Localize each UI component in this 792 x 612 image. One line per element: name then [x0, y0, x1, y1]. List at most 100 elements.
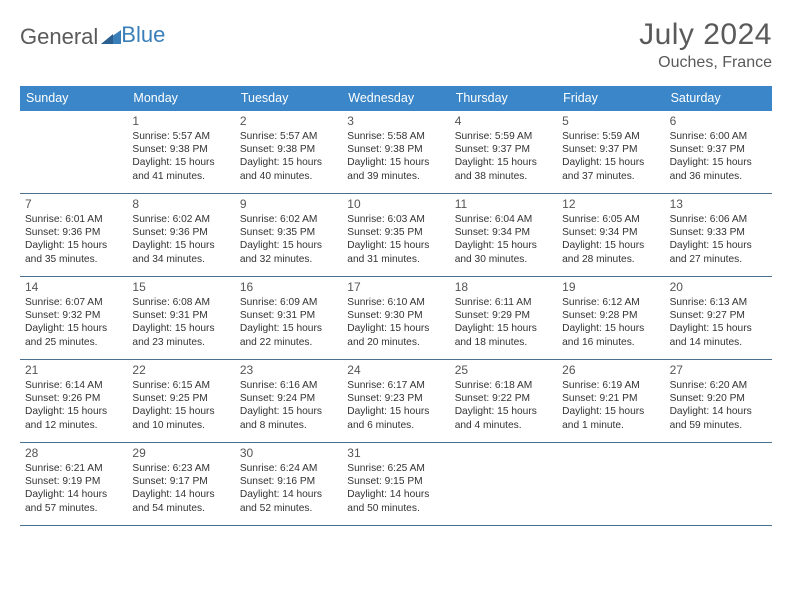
daylight-line: Daylight: 15 hours and 10 minutes. — [132, 405, 229, 431]
daylight-line: Daylight: 15 hours and 37 minutes. — [562, 156, 659, 182]
day-number: 21 — [25, 363, 122, 378]
sunrise-line: Sunrise: 6:21 AM — [25, 462, 122, 475]
sunrise-line: Sunrise: 6:08 AM — [132, 296, 229, 309]
day-number: 19 — [562, 280, 659, 295]
calendar-week: 21Sunrise: 6:14 AMSunset: 9:26 PM Dayligh… — [20, 360, 772, 443]
sunrise-line: Sunrise: 6:02 AM — [132, 213, 229, 226]
calendar-cell: 26Sunrise: 6:19 AMSunset: 9:21 PMDayligh… — [557, 360, 664, 442]
sunrise-line: Sunrise: 6:06 AM — [670, 213, 767, 226]
sunrise-line: Sunrise: 6:14 AM — [25, 379, 122, 392]
sunset-line: Sunset: 9:38 PM — [240, 143, 337, 156]
sunrise-line: Sunrise: 6:11 AM — [455, 296, 552, 309]
calendar-cell: 2Sunrise: 5:57 AMSunset: 9:38 PMDaylight… — [235, 111, 342, 193]
calendar-cell: 14Sunrise: 6:07 AMSunset: 9:32 PMDayligh… — [20, 277, 127, 359]
sunset-line: Sunset: 9:37 PM — [670, 143, 767, 156]
calendar-cell: 10Sunrise: 6:03 AMSunset: 9:35 PMDayligh… — [342, 194, 449, 276]
logo-triangle-icon — [101, 24, 121, 50]
day-number: 29 — [132, 446, 229, 461]
calendar-cell: 8Sunrise: 6:02 AMSunset: 9:36 PMDaylight… — [127, 194, 234, 276]
weekday-header: Wednesday — [342, 86, 449, 111]
weekday-header: Thursday — [450, 86, 557, 111]
sunset-line: Sunset: 9:33 PM — [670, 226, 767, 239]
daylight-line: Daylight: 14 hours and 50 minutes. — [347, 488, 444, 514]
sunrise-line: Sunrise: 6:07 AM — [25, 296, 122, 309]
sunrise-line: Sunrise: 6:23 AM — [132, 462, 229, 475]
sunrise-line: Sunrise: 6:01 AM — [25, 213, 122, 226]
calendar-cell: 6Sunrise: 6:00 AMSunset: 9:37 PMDaylight… — [665, 111, 772, 193]
sunset-line: Sunset: 9:38 PM — [347, 143, 444, 156]
calendar-cell: 13Sunrise: 6:06 AMSunset: 9:33 PMDayligh… — [665, 194, 772, 276]
daylight-line: Daylight: 15 hours and 39 minutes. — [347, 156, 444, 182]
day-number: 18 — [455, 280, 552, 295]
sunrise-line: Sunrise: 5:59 AM — [562, 130, 659, 143]
page-title: July 2024 — [639, 18, 772, 52]
day-number: 28 — [25, 446, 122, 461]
daylight-line: Daylight: 15 hours and 23 minutes. — [132, 322, 229, 348]
calendar-cell: 20Sunrise: 6:13 AMSunset: 9:27 PMDayligh… — [665, 277, 772, 359]
daylight-line: Daylight: 15 hours and 4 minutes. — [455, 405, 552, 431]
sunset-line: Sunset: 9:17 PM — [132, 475, 229, 488]
calendar-cell: 1Sunrise: 5:57 AMSunset: 9:38 PMDaylight… — [127, 111, 234, 193]
sunset-line: Sunset: 9:21 PM — [562, 392, 659, 405]
daylight-line: Daylight: 15 hours and 38 minutes. — [455, 156, 552, 182]
calendar-cell — [450, 443, 557, 525]
sunrise-line: Sunrise: 5:57 AM — [240, 130, 337, 143]
sunset-line: Sunset: 9:34 PM — [562, 226, 659, 239]
daylight-line: Daylight: 15 hours and 28 minutes. — [562, 239, 659, 265]
day-number: 16 — [240, 280, 337, 295]
sunset-line: Sunset: 9:26 PM — [25, 392, 122, 405]
sunset-line: Sunset: 9:38 PM — [132, 143, 229, 156]
daylight-line: Daylight: 15 hours and 22 minutes. — [240, 322, 337, 348]
calendar-cell: 7Sunrise: 6:01 AMSunset: 9:36 PMDaylight… — [20, 194, 127, 276]
page-header: General Blue July 2024 Ouches, France — [20, 18, 772, 72]
sunset-line: Sunset: 9:36 PM — [25, 226, 122, 239]
sunrise-line: Sunrise: 6:25 AM — [347, 462, 444, 475]
sunset-line: Sunset: 9:25 PM — [132, 392, 229, 405]
calendar-cell: 5Sunrise: 5:59 AMSunset: 9:37 PMDaylight… — [557, 111, 664, 193]
weekday-header: Friday — [557, 86, 664, 111]
calendar-cell: 12Sunrise: 6:05 AMSunset: 9:34 PMDayligh… — [557, 194, 664, 276]
day-number: 2 — [240, 114, 337, 129]
weekday-header: Saturday — [665, 86, 772, 111]
calendar-week: 1Sunrise: 5:57 AMSunset: 9:38 PMDaylight… — [20, 111, 772, 194]
calendar-cell: 24Sunrise: 6:17 AMSunset: 9:23 PMDayligh… — [342, 360, 449, 442]
day-number: 26 — [562, 363, 659, 378]
calendar-cell: 19Sunrise: 6:12 AMSunset: 9:28 PMDayligh… — [557, 277, 664, 359]
sunset-line: Sunset: 9:15 PM — [347, 475, 444, 488]
daylight-line: Daylight: 15 hours and 6 minutes. — [347, 405, 444, 431]
calendar-cell — [20, 111, 127, 193]
day-number: 1 — [132, 114, 229, 129]
calendar-cell: 30Sunrise: 6:24 AMSunset: 9:16 PMDayligh… — [235, 443, 342, 525]
day-number: 25 — [455, 363, 552, 378]
sunset-line: Sunset: 9:32 PM — [25, 309, 122, 322]
calendar-cell: 27Sunrise: 6:20 AMSunset: 9:20 PMDayligh… — [665, 360, 772, 442]
calendar-body: 1Sunrise: 5:57 AMSunset: 9:38 PMDaylight… — [20, 111, 772, 526]
logo-text-blue: Blue — [121, 22, 165, 48]
weekday-header-row: SundayMondayTuesdayWednesdayThursdayFrid… — [20, 86, 772, 111]
calendar-cell — [557, 443, 664, 525]
sunrise-line: Sunrise: 5:57 AM — [132, 130, 229, 143]
sunrise-line: Sunrise: 6:18 AM — [455, 379, 552, 392]
daylight-line: Daylight: 15 hours and 25 minutes. — [25, 322, 122, 348]
sunrise-line: Sunrise: 6:17 AM — [347, 379, 444, 392]
daylight-line: Daylight: 14 hours and 57 minutes. — [25, 488, 122, 514]
sunset-line: Sunset: 9:35 PM — [240, 226, 337, 239]
daylight-line: Daylight: 15 hours and 31 minutes. — [347, 239, 444, 265]
sunrise-line: Sunrise: 5:59 AM — [455, 130, 552, 143]
sunrise-line: Sunrise: 6:04 AM — [455, 213, 552, 226]
day-number: 10 — [347, 197, 444, 212]
sunrise-line: Sunrise: 6:00 AM — [670, 130, 767, 143]
day-number: 13 — [670, 197, 767, 212]
daylight-line: Daylight: 15 hours and 41 minutes. — [132, 156, 229, 182]
daylight-line: Daylight: 15 hours and 40 minutes. — [240, 156, 337, 182]
weekday-header: Sunday — [20, 86, 127, 111]
sunset-line: Sunset: 9:19 PM — [25, 475, 122, 488]
daylight-line: Daylight: 15 hours and 8 minutes. — [240, 405, 337, 431]
calendar-cell: 16Sunrise: 6:09 AMSunset: 9:31 PMDayligh… — [235, 277, 342, 359]
day-number: 27 — [670, 363, 767, 378]
day-number: 23 — [240, 363, 337, 378]
sunrise-line: Sunrise: 6:16 AM — [240, 379, 337, 392]
day-number: 17 — [347, 280, 444, 295]
day-number: 20 — [670, 280, 767, 295]
sunset-line: Sunset: 9:22 PM — [455, 392, 552, 405]
